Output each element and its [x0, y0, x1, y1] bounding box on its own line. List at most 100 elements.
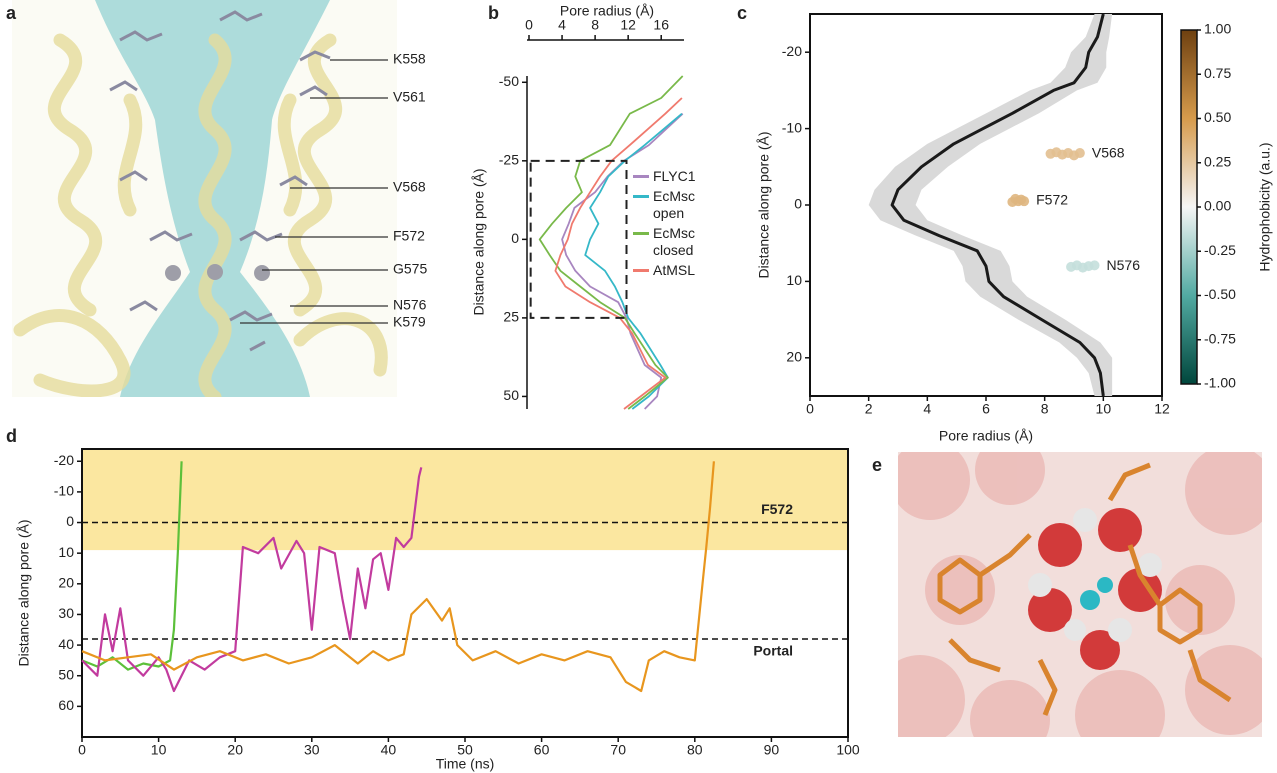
structure-image [12, 0, 397, 397]
y-tick-label: 20 [58, 575, 74, 591]
residue-label: F572 [393, 228, 425, 244]
y-tick-label: -10 [54, 483, 74, 499]
x-tick-label: 16 [653, 17, 669, 33]
x-tick-label: 12 [1154, 401, 1170, 417]
plot-frame [809, 13, 1163, 397]
legend-box: FLYC1 EcMscS open EcMscS closed AtMSL1 [633, 168, 695, 279]
y-tick-label: -25 [499, 152, 519, 168]
series-line [538, 75, 684, 410]
residue-label: K558 [393, 51, 426, 67]
y-tick-label: -20 [782, 43, 802, 59]
residue-point [1089, 260, 1100, 271]
x-tick-label: 90 [764, 742, 780, 758]
x-tick-label: 10 [1096, 401, 1112, 417]
y-tick-label: -50 [499, 73, 519, 89]
legend-swatch [633, 175, 649, 178]
x-tick-label: 12 [620, 17, 636, 33]
legend-swatch [633, 232, 649, 235]
chart: 0 10 20 30 40 50 60 70 80 90 100 -20 -10 0 10 20 30 40 50 6… [16, 448, 860, 772]
x-tick-label: 8 [591, 17, 599, 33]
chart: 0 2 4 6 8 10 12 -20 -10 0 10 20 Pore radius (Å) Dista… [756, 13, 1273, 444]
panel-label: c [737, 3, 747, 23]
x-tick-label: 70 [610, 742, 626, 758]
legend-swatch [633, 269, 649, 272]
colorbar-tick-label: 0.00 [1204, 198, 1231, 214]
x-axis-title: Pore radius (Å) [939, 428, 1033, 444]
x-axis-title: Pore radius (Å) [560, 3, 654, 19]
x-tick-label: 0 [806, 401, 814, 417]
chart: 0 4 8 12 16 -50 -25 0 25 50 Pore radius (Å) Distanc… [471, 3, 695, 410]
x-tick-label: 0 [78, 742, 86, 758]
panel-label: b [488, 3, 499, 23]
series-line [584, 113, 683, 410]
y-tick-label: -10 [782, 119, 802, 135]
legend-item: AtMSL1 [633, 262, 695, 279]
y-tick-label: 50 [58, 666, 74, 682]
series-line [890, 13, 1105, 397]
y-axis-title: Distance along pore (Å) [471, 168, 487, 315]
colorbar-tick-label: -0.50 [1204, 286, 1236, 302]
x-tick-label: 4 [923, 401, 931, 417]
x-tick-label: 8 [1041, 401, 1049, 417]
colorbar-tick-label: -0.25 [1204, 242, 1236, 258]
y-tick-label: 0 [794, 196, 802, 212]
x-tick-label: 0 [525, 17, 533, 33]
residue-point [1074, 148, 1085, 159]
colorbar-tick-label: -1.00 [1204, 375, 1236, 391]
reference-label: Portal [753, 643, 793, 659]
y-tick-label: 0 [511, 230, 519, 246]
residue-label: N576 [1107, 257, 1141, 273]
colorbar-tick-label: 0.25 [1204, 153, 1231, 169]
colorbar-title: Hydrophobicity (a.u.) [1257, 142, 1273, 271]
colorbar-tick-label: 0.75 [1204, 65, 1231, 81]
colorbar-tick-label: 1.00 [1204, 21, 1231, 37]
x-tick-label: 60 [534, 742, 550, 758]
legend-label: EcMscS closed [653, 225, 695, 258]
legend: FLYC1 EcMscS open EcMscS closed AtMSL1 [633, 168, 695, 279]
colorbar [1180, 29, 1198, 385]
x-tick-label: 20 [227, 742, 243, 758]
y-axis-title: Distance along pore (Å) [756, 131, 772, 278]
molecule-image [898, 452, 1262, 737]
x-tick-label: 6 [982, 401, 990, 417]
residue-label: N576 [393, 297, 427, 313]
x-tick-label: 50 [457, 742, 473, 758]
legend-item: FLYC1 [633, 168, 695, 185]
legend-swatch [633, 195, 649, 198]
y-tick-label: 0 [66, 513, 74, 529]
panel-label: a [6, 3, 17, 23]
y-axis-title: Distance along pore (Å) [16, 519, 32, 666]
y-tick-label: 50 [503, 387, 519, 403]
series-line [81, 461, 715, 693]
y-tick-label: 20 [786, 349, 802, 365]
y-tick-label: 60 [58, 697, 74, 713]
residue-label: F572 [1036, 191, 1068, 207]
legend-item: EcMscS closed [633, 225, 695, 259]
panel-label: d [6, 426, 17, 446]
x-tick-label: 30 [304, 742, 320, 758]
y-tick-label: 40 [58, 636, 74, 652]
shaded-region [82, 449, 848, 551]
y-tick-label: 30 [58, 605, 74, 621]
y-tick-label: 25 [503, 309, 519, 325]
y-tick-label: 10 [786, 272, 802, 288]
residue-label: G575 [393, 261, 427, 277]
residue-label: V561 [393, 89, 426, 105]
legend-label: FLYC1 [653, 168, 695, 184]
structure-labels: K558 V561 V568 F572 G575 N576 K579 [393, 51, 427, 330]
residue-point [1019, 196, 1030, 207]
colorbar-tick-label: -0.75 [1204, 330, 1236, 346]
reference-label: F572 [761, 501, 793, 517]
y-tick-label: 10 [58, 544, 74, 560]
legend-label: EcMscS open [653, 188, 695, 221]
x-axis-title: Time (ns) [436, 756, 495, 772]
legend-label: AtMSL1 [653, 262, 695, 278]
x-tick-label: 80 [687, 742, 703, 758]
series-line [81, 467, 423, 693]
x-tick-label: 100 [836, 742, 860, 758]
residue-label: V568 [1092, 144, 1125, 160]
x-tick-label: 2 [865, 401, 873, 417]
residue-label: K579 [393, 314, 426, 330]
y-tick-label: -20 [54, 452, 74, 468]
